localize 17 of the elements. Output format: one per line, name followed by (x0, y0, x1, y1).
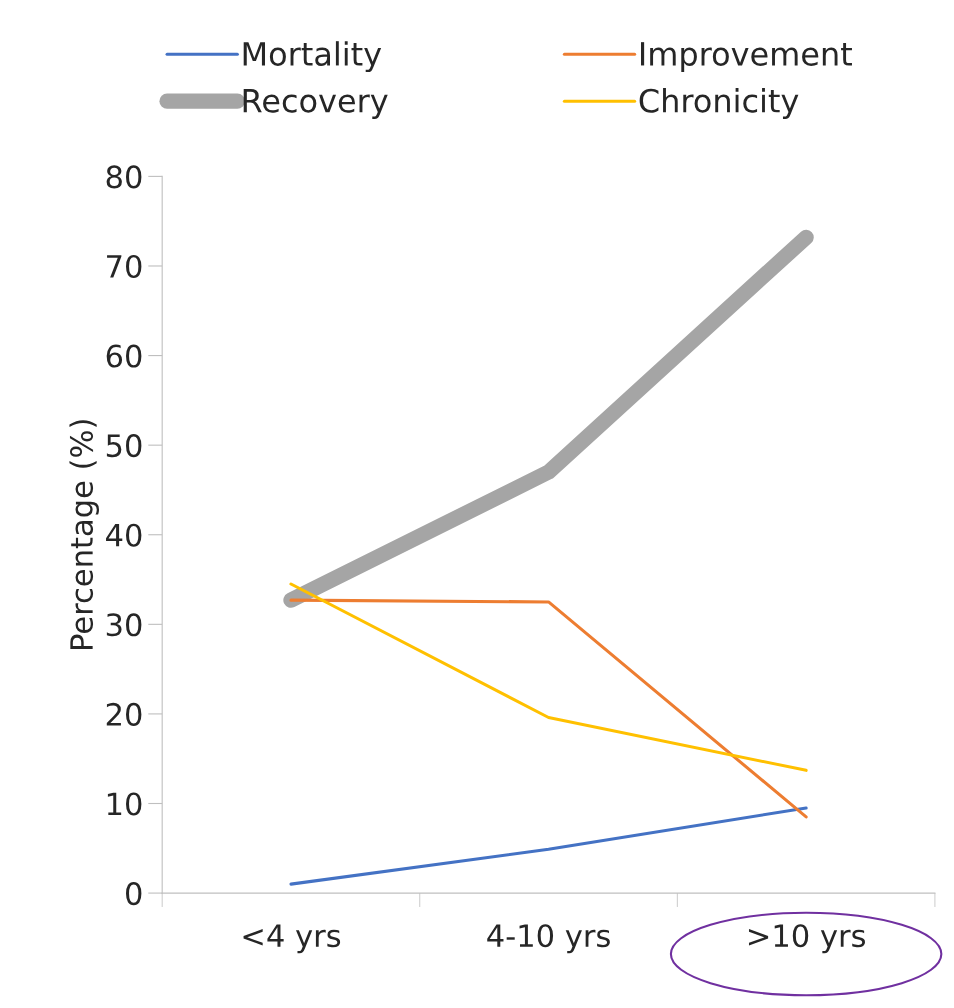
y-tick-label: 80 (106, 165, 142, 189)
y-tick-label: 60 (106, 344, 142, 368)
y-tick-label: 0 (126, 882, 142, 906)
y-tick-label: 50 (106, 434, 142, 458)
legend-label: Chronicity (639, 88, 799, 119)
y-tick-label: 40 (106, 523, 142, 547)
y-tick-label: 30 (106, 613, 142, 637)
y-axis-title: Percentage (%) (69, 420, 99, 649)
legend-label: Improvement (640, 42, 852, 73)
x-tick-label: <4 yrs (243, 924, 341, 954)
legend-label: Recovery (243, 89, 388, 119)
y-tick-label: 10 (107, 792, 142, 816)
y-tick-label: 70 (107, 254, 142, 279)
x-tick-label: 4-10 yrs (487, 924, 610, 954)
legend-label: Mortality (243, 41, 382, 73)
y-tick-label: 20 (106, 702, 142, 726)
x-tick-label: >10 yrs (748, 924, 866, 954)
